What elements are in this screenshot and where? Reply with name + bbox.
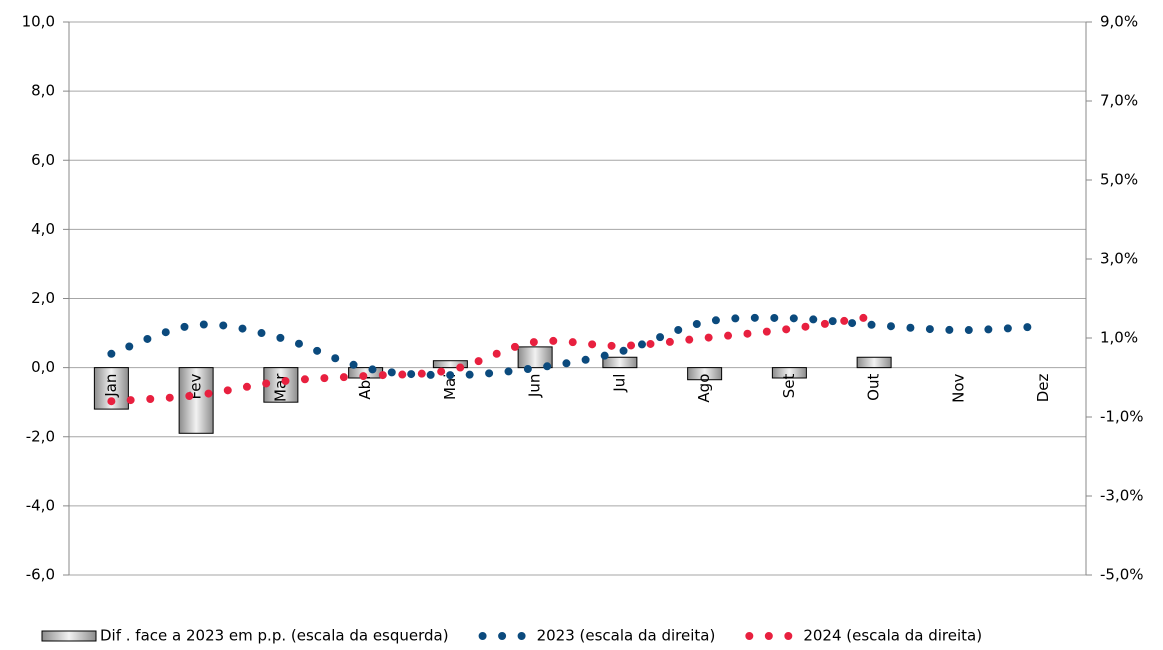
y-tick-label: 2,0 bbox=[31, 289, 55, 307]
bar bbox=[178, 367, 214, 434]
bar bbox=[856, 356, 892, 369]
y-tick-label: 10,0 bbox=[22, 13, 55, 31]
bar bbox=[432, 360, 468, 369]
x-tick-label: Ago bbox=[695, 374, 713, 403]
y-tick-label: 6,0 bbox=[31, 151, 55, 169]
bar bbox=[602, 356, 638, 369]
bar bbox=[517, 346, 553, 369]
y-tick-label: 8,0 bbox=[31, 82, 55, 100]
x-tick-label: Jul bbox=[610, 374, 628, 393]
bar bbox=[687, 367, 723, 381]
y2-tick-label: 1,0% bbox=[1100, 329, 1138, 347]
line bbox=[107, 313, 1048, 380]
legend-label: 2024 (escala da direita) bbox=[803, 627, 982, 645]
x-tick-label: Out bbox=[865, 374, 883, 401]
y2-tick-label: -3,0% bbox=[1100, 487, 1144, 505]
x-tick-label: Nov bbox=[949, 374, 967, 403]
x-tick-label: Jan bbox=[102, 374, 120, 398]
y-tick-label: -2,0 bbox=[26, 427, 55, 445]
legend-label: Dif . face a 2023 em p.p. (escala da esq… bbox=[100, 627, 449, 645]
x-tick-label: Abr bbox=[356, 373, 374, 400]
y2-tick-label: -5,0% bbox=[1100, 566, 1144, 584]
y-tick-label: 0,0 bbox=[31, 358, 55, 376]
line bbox=[107, 312, 879, 406]
y2-tick-label: 9,0% bbox=[1100, 13, 1138, 31]
x-tick-label: Mai bbox=[441, 374, 459, 400]
x-tick-label: Set bbox=[780, 374, 798, 399]
y-tick-label: -6,0 bbox=[26, 566, 55, 584]
y-tick-label: -4,0 bbox=[26, 496, 55, 514]
y2-tick-label: 5,0% bbox=[1100, 171, 1138, 189]
y2-tick-label: 7,0% bbox=[1100, 92, 1138, 110]
legend-swatch bbox=[41, 630, 97, 642]
y2-tick-label: -1,0% bbox=[1100, 408, 1144, 426]
x-tick-label: Jun bbox=[526, 374, 544, 398]
legend-label: 2023 (escala da direita) bbox=[537, 627, 716, 645]
y-tick-label: 4,0 bbox=[31, 220, 55, 238]
x-tick-label: Dez bbox=[1034, 374, 1052, 403]
bar bbox=[771, 367, 807, 379]
y2-tick-label: 3,0% bbox=[1100, 250, 1138, 268]
